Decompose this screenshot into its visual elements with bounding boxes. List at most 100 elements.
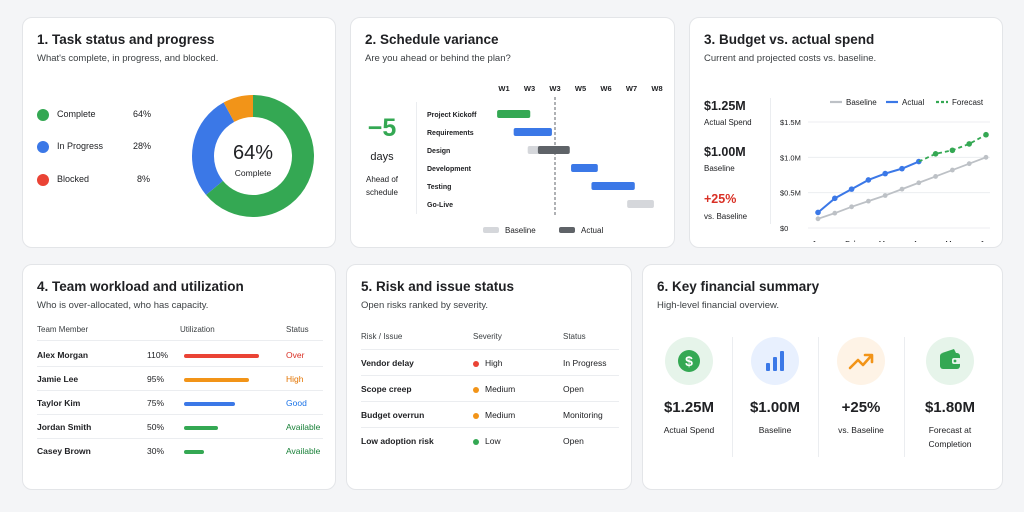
budget-line-chart: $0 $0.5M $1.0M $1.5M Jan Feb Mar Apr May Jun Basel… bbox=[780, 98, 992, 242]
workload-subtitle: Who is over-allocated, who has capacity. bbox=[37, 300, 209, 311]
task-status-card: 1. Task status and progress What's compl… bbox=[22, 17, 336, 248]
workload-status: Good bbox=[286, 398, 307, 408]
risk-severity: Low bbox=[485, 436, 501, 446]
gantt-divider bbox=[416, 102, 417, 214]
budget-legend-label: Forecast bbox=[952, 98, 984, 107]
workload-status: Over bbox=[286, 350, 305, 360]
kpi-actual-icon-bg: $ bbox=[665, 337, 713, 385]
member-name: Taylor Kim bbox=[37, 398, 81, 408]
x-tick-label: May bbox=[945, 239, 959, 242]
data-point-baseline bbox=[849, 204, 854, 210]
data-point-baseline bbox=[815, 216, 821, 222]
data-point-actual bbox=[848, 186, 855, 192]
task-label: Requirements bbox=[427, 130, 474, 137]
utilization-percent: 110% bbox=[147, 350, 169, 360]
utilization-percent: 75% bbox=[147, 398, 165, 408]
schedule-variance-card: 2. Schedule variance Are you ahead or be… bbox=[350, 17, 675, 248]
gantt-chart: W1 W3 W3 W5 W6 W7 W8 Project Kickoff Requirement… bbox=[427, 84, 663, 235]
legend-in-progress-dot bbox=[37, 141, 49, 153]
stat-actual-value: $1.25M bbox=[704, 99, 746, 113]
trend-up-icon bbox=[848, 353, 874, 370]
data-point-baseline bbox=[882, 193, 888, 198]
budget-divider bbox=[770, 98, 771, 224]
risk-status: Open bbox=[563, 384, 584, 394]
donut-center-label: Complete bbox=[235, 168, 272, 178]
data-point-baseline bbox=[866, 198, 871, 204]
risk-row-divider bbox=[361, 375, 619, 376]
workload-header-member: Team Member bbox=[37, 325, 89, 334]
stat-actual-label: Actual Spend bbox=[704, 118, 752, 127]
risk-name: Budget overrun bbox=[361, 410, 425, 420]
x-tick-label: Feb bbox=[845, 239, 858, 242]
risk-severity: High bbox=[485, 358, 503, 368]
donut-center-value: 64% bbox=[233, 142, 273, 164]
risk-severity: Medium bbox=[485, 410, 516, 420]
donut-segment-1 bbox=[192, 102, 235, 195]
kpi-forecast-icon-bg bbox=[926, 337, 974, 385]
budget-legend-label: Baseline bbox=[846, 98, 877, 107]
kpi-variance-value: +25% bbox=[841, 399, 881, 416]
workload-header-status: Status bbox=[286, 325, 309, 334]
task-label: Project Kickoff bbox=[427, 112, 477, 119]
utilization-percent: 50% bbox=[147, 422, 165, 432]
gantt-legend-swatch bbox=[559, 227, 575, 233]
workload-header-utilization: Utilization bbox=[180, 325, 215, 334]
utilization-bar bbox=[184, 354, 259, 358]
x-tick-label: Jun bbox=[980, 239, 992, 242]
workload-row-divider bbox=[37, 366, 323, 367]
workload-title: 4. Team workload and utilization bbox=[37, 279, 244, 294]
week-label: W8 bbox=[651, 84, 662, 93]
severity-dot bbox=[473, 413, 479, 419]
severity-dot bbox=[473, 439, 479, 445]
risk-name: Vendor delay bbox=[361, 358, 414, 368]
budget-card: 3. Budget vs. actual spend Current and p… bbox=[689, 17, 1003, 248]
gantt-bar-baseline bbox=[627, 200, 654, 208]
donut-segment-0 bbox=[206, 95, 314, 217]
gantt-bar-actual bbox=[591, 182, 635, 190]
stat-variance-value: +25% bbox=[704, 192, 737, 206]
gantt-bar-actual bbox=[537, 146, 570, 154]
week-label: W1 bbox=[498, 84, 509, 93]
variance-desc-1: Ahead of bbox=[365, 175, 399, 184]
kpi-actual-label: Actual Spend bbox=[663, 425, 715, 435]
member-name: Jordan Smith bbox=[37, 422, 92, 432]
data-point-baseline bbox=[966, 161, 972, 167]
utilization-bar bbox=[184, 402, 235, 406]
data-point-forecast bbox=[966, 141, 972, 147]
risk-severity: Medium bbox=[485, 384, 516, 394]
stat-variance-label: vs. Baseline bbox=[704, 212, 748, 221]
member-name: Jamie Lee bbox=[37, 374, 79, 384]
gantt-legend-swatch bbox=[483, 227, 499, 233]
data-point-forecast bbox=[932, 151, 939, 157]
data-point-actual bbox=[832, 195, 838, 202]
risk-header-divider bbox=[361, 349, 619, 350]
stat-baseline-label: Baseline bbox=[704, 164, 735, 173]
dollar-icon: $ bbox=[678, 350, 700, 372]
legend-complete-label: Complete bbox=[57, 109, 96, 119]
task-status-subtitle: What's complete, in progress, and blocke… bbox=[37, 53, 219, 64]
x-tick-label: Apr bbox=[913, 239, 925, 242]
week-label: W6 bbox=[600, 84, 611, 93]
gantt-bar-actual bbox=[513, 128, 552, 136]
week-label: W7 bbox=[626, 84, 637, 93]
kpi-forecast-value: $1.80M bbox=[924, 399, 976, 416]
gantt-bar-complete bbox=[497, 110, 531, 118]
member-name: Casey Brown bbox=[37, 446, 91, 456]
utilization-bar bbox=[184, 378, 249, 382]
kpi-baseline-label: Baseline bbox=[758, 425, 792, 435]
legend-blocked-value: 8% bbox=[137, 174, 151, 184]
budget-title: 3. Budget vs. actual spend bbox=[704, 32, 875, 47]
task-label: Development bbox=[427, 166, 472, 173]
kpi-baseline-value: $1.00M bbox=[749, 399, 801, 416]
workload-status: Available bbox=[286, 446, 321, 456]
variance-value: −5 bbox=[367, 114, 397, 142]
gantt-bar-actual bbox=[571, 164, 598, 172]
data-point-baseline bbox=[832, 210, 838, 216]
budget-legend-label: Actual bbox=[902, 98, 924, 107]
schedule-subtitle: Are you ahead or behind the plan? bbox=[365, 53, 511, 64]
y-tick-label: $0.5M bbox=[780, 189, 801, 198]
kpi-divider-1 bbox=[732, 337, 733, 457]
data-point-actual bbox=[882, 170, 888, 177]
financial-subtitle: High-level financial overview. bbox=[657, 300, 779, 311]
data-point-forecast bbox=[983, 131, 989, 138]
